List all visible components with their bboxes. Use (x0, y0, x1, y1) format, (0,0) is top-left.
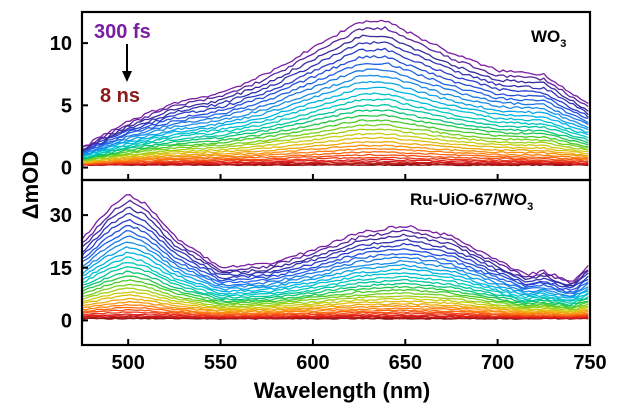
top-trace (81, 140, 589, 164)
bottom-trace (81, 199, 589, 284)
bottom-y-tick-label: 15 (50, 258, 72, 280)
bottom-y-tick-label: 0 (61, 310, 72, 332)
bottom-trace (81, 235, 589, 295)
bottom-trace (81, 246, 589, 298)
bottom-trace (82, 314, 589, 320)
bottom-trace (81, 316, 589, 320)
top-y-tick-label: 0 (61, 158, 72, 180)
top-trace (81, 109, 589, 160)
top-y-tick-label: 5 (61, 95, 72, 117)
top-trace (81, 74, 589, 156)
annotation-start-time: 300 fs (94, 21, 151, 43)
time-arrow-head (122, 71, 132, 82)
top-trace (81, 150, 589, 165)
bottom-trace (81, 306, 589, 317)
bottom-y-ticks: 0 15 30 (50, 205, 88, 332)
x-axis-label: Wavelength (nm) (254, 378, 430, 403)
bottom-trace (81, 297, 589, 314)
top-trace (81, 68, 589, 156)
bottom-panel-frame (80, 178, 592, 347)
top-y-ticks: 0 5 10 (50, 33, 88, 180)
top-panel-traces (81, 19, 589, 167)
bottom-trace (81, 294, 589, 313)
bottom-trace (81, 256, 589, 301)
top-trace (81, 123, 589, 162)
bottom-trace (81, 218, 589, 289)
bottom-trace (81, 311, 589, 318)
bottom-trace (81, 270, 589, 307)
top-trace (81, 156, 589, 166)
x-tick-label: 750 (573, 352, 606, 374)
top-trace (81, 132, 589, 162)
top-panel-label: WO3 (531, 27, 566, 50)
x-tick-label: 700 (481, 352, 514, 374)
bottom-trace (81, 283, 589, 310)
bottom-panel-traces (81, 194, 589, 320)
bottom-trace (81, 291, 589, 312)
top-trace (81, 153, 589, 165)
bottom-trace (81, 300, 589, 315)
top-trace (81, 34, 589, 151)
bottom-panel-label: Ru-UiO-67/WO3 (410, 190, 533, 213)
bottom-trace (81, 230, 589, 294)
top-trace (81, 92, 589, 158)
top-trace (81, 40, 589, 152)
top-trace (81, 86, 589, 157)
x-tick-label: 550 (204, 352, 237, 374)
top-trace (81, 119, 589, 161)
top-trace (81, 114, 589, 161)
top-trace (81, 98, 589, 158)
bottom-trace (81, 287, 589, 311)
bottom-trace (81, 261, 589, 302)
bottom-trace (81, 241, 589, 297)
top-trace (81, 128, 589, 162)
bottom-trace (81, 225, 589, 291)
bottom-trace (81, 194, 589, 282)
x-tick-label: 500 (111, 352, 144, 374)
top-y-tick-label: 10 (50, 33, 72, 55)
top-trace (81, 136, 589, 164)
bottom-trace (81, 303, 589, 316)
top-trace (81, 62, 589, 154)
top-trace (81, 54, 589, 153)
bottom-trace (81, 206, 589, 286)
bottom-trace (81, 308, 589, 318)
top-trace (81, 47, 589, 153)
bottom-trace (81, 275, 589, 307)
top-trace (81, 25, 589, 148)
top-trace (81, 104, 589, 159)
bottom-y-tick-label: 30 (50, 205, 72, 227)
top-trace (81, 19, 589, 148)
bottom-trace (81, 251, 589, 299)
top-trace (81, 147, 589, 165)
x-ticks: 500 550 600 650 700 750 (111, 174, 607, 374)
y-axis-label: ΔmOD (18, 151, 43, 219)
top-trace (81, 80, 589, 156)
top-trace (81, 144, 589, 164)
bottom-trace (81, 212, 589, 287)
x-tick-label: 650 (389, 352, 422, 374)
top-trace (81, 158, 589, 166)
x-tick-label: 600 (296, 352, 329, 374)
annotation-end-time: 8 ns (100, 85, 140, 107)
bottom-trace (81, 279, 589, 309)
